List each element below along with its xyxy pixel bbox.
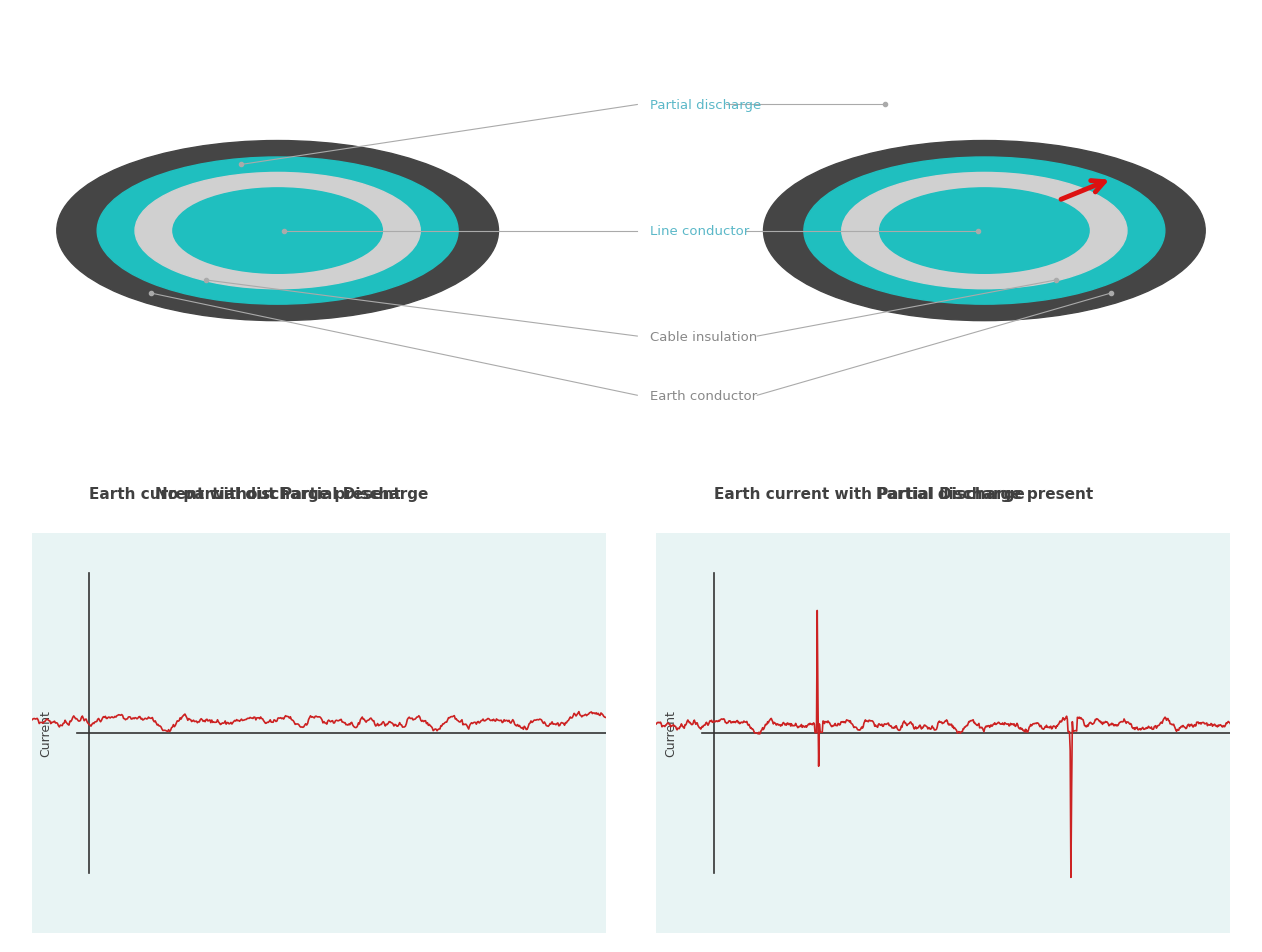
Text: Partial discharge present: Partial discharge present [876,486,1093,501]
Ellipse shape [211,204,345,259]
Ellipse shape [764,142,1205,322]
Text: Earth current with Partial Discharge: Earth current with Partial Discharge [714,486,1025,501]
Text: Line conductor: Line conductor [650,225,750,238]
Ellipse shape [880,188,1089,274]
Text: Cable insulation: Cable insulation [650,330,757,344]
Text: Earth current without Partial Discharge: Earth current without Partial Discharge [88,486,428,501]
Text: No partial discharge present: No partial discharge present [155,486,400,501]
Ellipse shape [97,158,458,305]
Ellipse shape [173,188,382,274]
Ellipse shape [57,142,498,322]
Text: Current: Current [39,709,53,757]
Ellipse shape [135,173,420,289]
Text: Current: Current [664,709,678,757]
Ellipse shape [804,158,1165,305]
Ellipse shape [917,204,1051,259]
Ellipse shape [842,173,1127,289]
Text: Earth conductor: Earth conductor [650,389,757,403]
Text: Partial discharge: Partial discharge [650,99,761,112]
